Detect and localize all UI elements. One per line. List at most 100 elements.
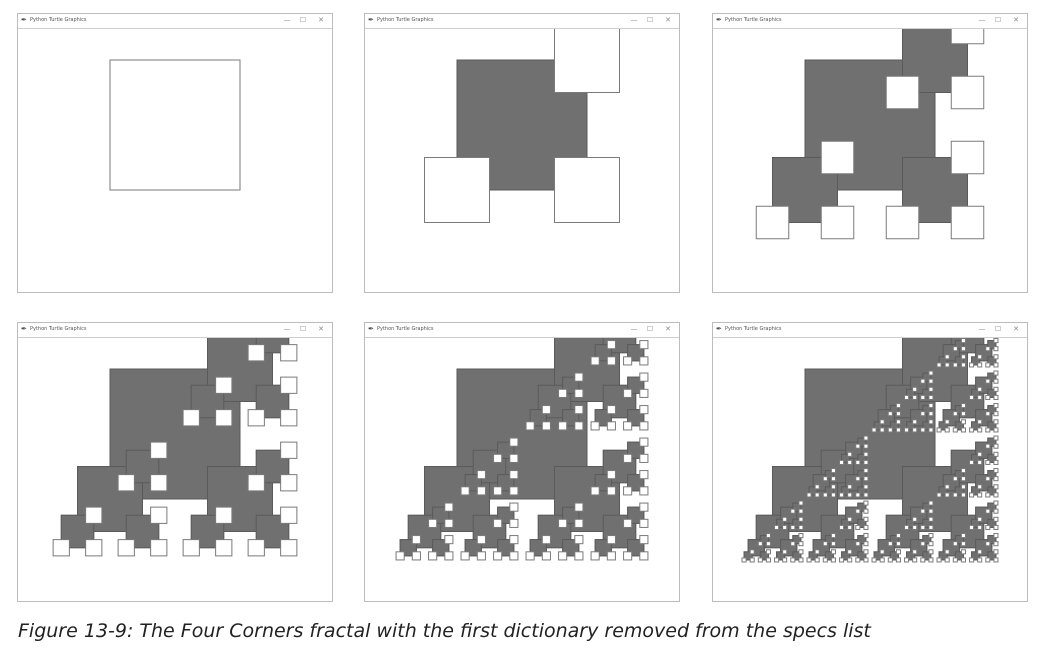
title-bar[interactable]: ✒ Python Turtle Graphics — ☐ ✕ bbox=[713, 323, 1027, 338]
fractal-outline-square bbox=[855, 524, 861, 530]
minimize-button[interactable]: — bbox=[630, 325, 638, 333]
fractal-outline-square bbox=[814, 549, 820, 555]
fractal-filled-square bbox=[971, 453, 981, 463]
close-button[interactable]: ✕ bbox=[665, 16, 671, 24]
close-button[interactable]: ✕ bbox=[1013, 16, 1019, 24]
fractal-outline-square bbox=[993, 435, 999, 441]
maximize-button[interactable]: ☐ bbox=[646, 325, 654, 333]
fractal-filled-square bbox=[954, 535, 964, 545]
fractal-filled-square bbox=[987, 518, 997, 528]
title-bar[interactable]: ✒ Python Turtle Graphics — ☐ ✕ bbox=[18, 323, 332, 338]
fractal-outline-square bbox=[806, 557, 812, 563]
minimize-button[interactable]: — bbox=[283, 16, 291, 24]
fractal-filled-square bbox=[922, 535, 932, 545]
fractal-outline-square bbox=[928, 370, 934, 376]
close-button[interactable]: ✕ bbox=[665, 325, 671, 333]
fractal-outline-square bbox=[822, 492, 828, 498]
turtle-canvas[interactable] bbox=[713, 29, 1027, 292]
fractal-outline-square bbox=[879, 419, 885, 425]
maximize-button[interactable]: ☐ bbox=[299, 325, 307, 333]
fractal-outline-square bbox=[928, 386, 934, 392]
window-title: Python Turtle Graphics bbox=[30, 17, 87, 23]
fractal-outline-square bbox=[969, 524, 975, 530]
fractal-outline-square bbox=[765, 533, 771, 539]
fractal-outline-square bbox=[558, 518, 568, 528]
maximize-button[interactable]: ☐ bbox=[994, 16, 1002, 24]
fractal-outline-square bbox=[790, 524, 796, 530]
fractal-outline-square bbox=[639, 372, 649, 382]
fractal-outline-square bbox=[863, 541, 869, 547]
fractal-outline-square bbox=[960, 541, 966, 547]
fractal-outline-square bbox=[871, 427, 877, 433]
fractal-filled-square bbox=[922, 372, 932, 382]
fractal-outline-square bbox=[574, 551, 584, 561]
fractal-outline-square bbox=[944, 492, 950, 498]
fractal-filled-square bbox=[857, 502, 867, 512]
fractal-outline-square bbox=[493, 486, 503, 496]
fractal-filled-square bbox=[987, 551, 997, 561]
fractal-outline-square bbox=[280, 344, 298, 362]
fractal-outline-square bbox=[928, 427, 934, 433]
fractal-outline-square bbox=[969, 427, 975, 433]
maximize-button[interactable]: ☐ bbox=[646, 16, 654, 24]
fractal-outline-square bbox=[247, 539, 265, 557]
maximize-button[interactable]: ☐ bbox=[994, 325, 1002, 333]
turtle-canvas[interactable] bbox=[713, 338, 1027, 601]
fractal-outline-square bbox=[247, 344, 265, 362]
title-bar[interactable]: ✒ Python Turtle Graphics — ☐ ✕ bbox=[18, 14, 332, 29]
minimize-button[interactable]: — bbox=[978, 16, 986, 24]
minimize-button[interactable]: — bbox=[630, 16, 638, 24]
fractal-outline-square bbox=[944, 362, 950, 368]
fractal-outline-square bbox=[993, 500, 999, 506]
fractal-outline-square bbox=[993, 533, 999, 539]
fractal-outline-square bbox=[960, 549, 966, 555]
fractal-filled-square bbox=[808, 551, 818, 561]
fractal-outline-square bbox=[952, 541, 958, 547]
fractal-outline-square bbox=[863, 435, 869, 441]
fractal-filled-square bbox=[857, 535, 867, 545]
turtle-window-6: ✒ Python Turtle Graphics — ☐ ✕ bbox=[712, 322, 1028, 602]
fractal-outline-square bbox=[863, 476, 869, 482]
fractal-outline-square bbox=[247, 409, 265, 427]
turtle-canvas[interactable] bbox=[18, 29, 332, 292]
close-button[interactable]: ✕ bbox=[318, 325, 324, 333]
turtle-canvas[interactable] bbox=[365, 29, 679, 292]
fractal-outline-square bbox=[985, 346, 991, 352]
turtle-canvas[interactable] bbox=[365, 338, 679, 601]
fractal-outline-square bbox=[782, 557, 788, 563]
minimize-button[interactable]: — bbox=[978, 325, 986, 333]
turtle-canvas[interactable] bbox=[18, 338, 332, 601]
fractal-outline-square bbox=[411, 551, 421, 561]
fractal-outline-square bbox=[977, 419, 983, 425]
title-bar[interactable]: ✒ Python Turtle Graphics — ☐ ✕ bbox=[365, 323, 679, 338]
fractal-outline-square bbox=[757, 557, 763, 563]
fractal-outline-square bbox=[879, 427, 885, 433]
fractal-filled-square bbox=[971, 486, 981, 496]
fractal-outline-square bbox=[912, 427, 918, 433]
title-bar[interactable]: ✒ Python Turtle Graphics — ☐ ✕ bbox=[365, 14, 679, 29]
maximize-button[interactable]: ☐ bbox=[299, 16, 307, 24]
fractal-filled-square bbox=[824, 486, 834, 496]
fractal-outline-square bbox=[109, 59, 241, 191]
fractal-outline-square bbox=[960, 419, 966, 425]
fractal-outline-square bbox=[904, 557, 910, 563]
fractal-outline-square bbox=[774, 524, 780, 530]
fractal-outline-square bbox=[814, 492, 820, 498]
fractal-outline-square bbox=[215, 409, 233, 427]
fractal-outline-square bbox=[554, 29, 620, 93]
minimize-button[interactable]: — bbox=[283, 325, 291, 333]
title-bar[interactable]: ✒ Python Turtle Graphics — ☐ ✕ bbox=[713, 14, 1027, 29]
fractal-outline-square bbox=[280, 441, 298, 459]
fractal-outline-square bbox=[509, 470, 519, 480]
fractal-outline-square bbox=[541, 551, 551, 561]
fractal-outline-square bbox=[920, 557, 926, 563]
fractal-outline-square bbox=[830, 468, 836, 474]
fractal-outline-square bbox=[639, 421, 649, 431]
close-button[interactable]: ✕ bbox=[1013, 325, 1019, 333]
fractal-outline-square bbox=[806, 492, 812, 498]
fractal-outline-square bbox=[280, 376, 298, 394]
fractal-filled-square bbox=[987, 356, 997, 366]
fractal-outline-square bbox=[839, 492, 845, 498]
fractal-outline-square bbox=[606, 421, 616, 431]
close-button[interactable]: ✕ bbox=[318, 16, 324, 24]
